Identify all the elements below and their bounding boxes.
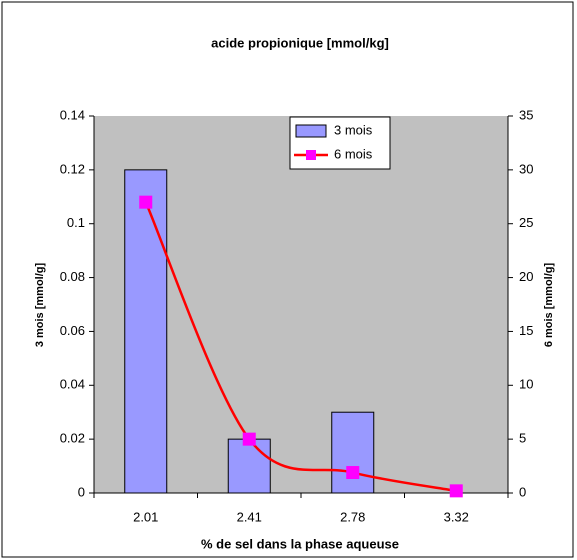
marker [242, 432, 256, 446]
y2-tick-label: 25 [519, 215, 533, 230]
marker [139, 195, 153, 209]
y-tick-label: 0.02 [60, 431, 85, 446]
x-tick-label: 2.01 [133, 509, 158, 524]
marker [449, 484, 463, 498]
y-tick-label: 0.04 [60, 377, 85, 392]
x-tick-label: 2.41 [237, 509, 262, 524]
marker [346, 466, 360, 480]
y-tick-label: 0.08 [60, 269, 85, 284]
legend-label: 6 mois [334, 146, 373, 161]
bar [124, 169, 168, 494]
legend-label: 3 mois [334, 122, 373, 137]
x-tick-label: 2.78 [340, 509, 365, 524]
y2-tick-label: 15 [519, 323, 533, 338]
bar [227, 438, 271, 494]
y-axis-title: 3 mois [mmol/g] [34, 262, 46, 347]
x-axis-title: % de sel dans la phase aqueuse [201, 536, 399, 551]
x-tick-label: 3.32 [444, 509, 469, 524]
y-tick-label: 0.1 [67, 215, 85, 230]
y-tick-label: 0 [78, 484, 85, 499]
y2-tick-label: 0 [519, 484, 526, 499]
y2-tick-label: 20 [519, 269, 533, 284]
y-tick-label: 0.12 [60, 161, 85, 176]
y2-axis-title: 6 mois [mmol/g] [543, 262, 555, 347]
y2-tick-label: 10 [519, 377, 533, 392]
y2-tick-label: 35 [519, 107, 533, 122]
y-tick-label: 0.14 [60, 107, 85, 122]
y-tick-label: 0.06 [60, 323, 85, 338]
bar [331, 411, 375, 494]
legend-marker [306, 150, 316, 160]
y2-tick-label: 5 [519, 431, 526, 446]
y2-tick-label: 30 [519, 161, 533, 176]
chart-title: acide propionique [mmol/kg] [211, 35, 389, 50]
legend-swatch [295, 124, 327, 138]
line [144, 201, 457, 493]
